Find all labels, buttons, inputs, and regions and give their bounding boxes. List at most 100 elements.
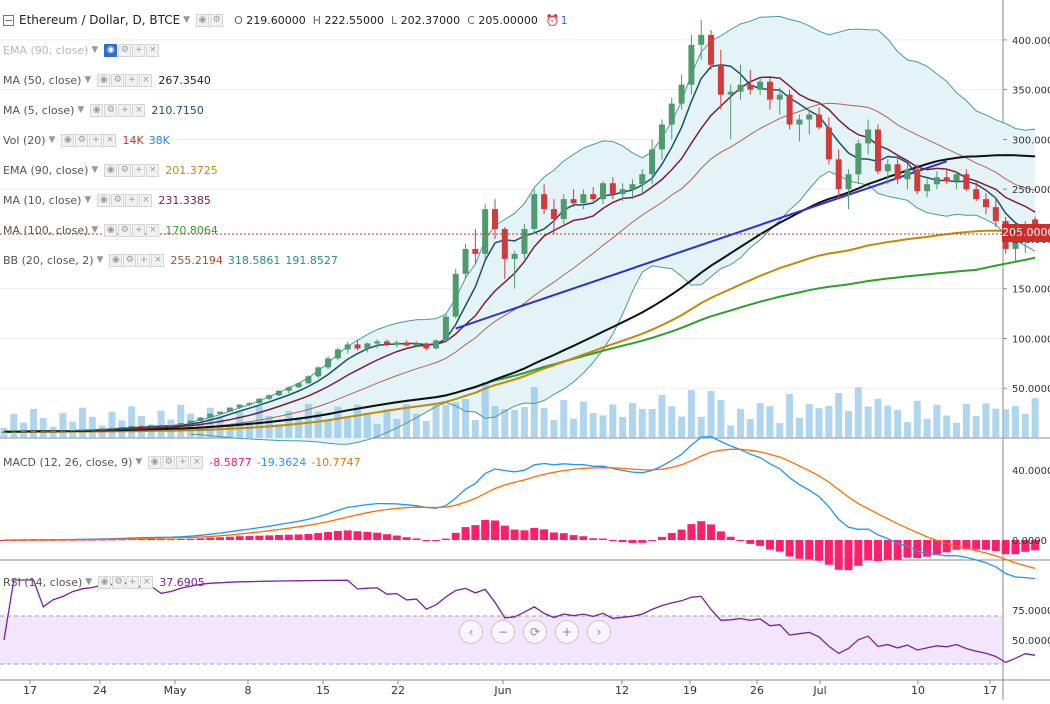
close-icon[interactable]: × [132, 103, 146, 117]
settings-icon[interactable]: ⚙ [112, 575, 126, 589]
chevron-down-icon[interactable]: ▼ [84, 75, 92, 85]
close-icon[interactable]: × [146, 163, 160, 177]
chevron-down-icon[interactable]: ▼ [135, 457, 143, 467]
indicator-toolbar[interactable]: ◉ ⚙ + × [104, 163, 160, 177]
chevron-right-icon[interactable]: › [587, 620, 611, 644]
add-icon[interactable]: + [125, 73, 139, 87]
indicator-toolbar[interactable]: ◉ ⚙ + × [61, 133, 117, 147]
chevron-down-icon[interactable]: ▼ [91, 165, 99, 175]
time-axis-label: 26 [750, 684, 764, 697]
volume-bar [609, 404, 617, 438]
eye-icon[interactable]: ◉ [148, 455, 162, 469]
candle-body [590, 194, 597, 200]
add-icon[interactable]: + [125, 193, 139, 207]
eye-icon[interactable]: ◉ [109, 253, 123, 267]
indicator-name[interactable]: MA (5, close) [3, 103, 75, 117]
settings-icon[interactable]: ⚙ [118, 43, 132, 57]
add-icon[interactable]: + [176, 455, 190, 469]
indicator-value: 201.3725 [165, 163, 218, 177]
close-icon[interactable]: × [190, 455, 204, 469]
add-icon[interactable]: + [126, 575, 140, 589]
chevron-down-icon[interactable]: ▼ [91, 45, 99, 55]
add-icon[interactable]: + [132, 223, 146, 237]
indicator-name[interactable]: MACD (12, 26, close, 9) [3, 455, 133, 469]
high-value: 222.55000 [324, 13, 385, 27]
add-icon[interactable]: + [118, 103, 132, 117]
minus-icon[interactable]: − [491, 620, 515, 644]
candle-body [236, 404, 243, 408]
settings-icon[interactable]: ⚙ [123, 253, 137, 267]
volume-bar [452, 402, 460, 438]
candle-body [197, 417, 204, 421]
indicator-toolbar[interactable]: ◉ ⚙ + × [148, 455, 204, 469]
symbol-title[interactable]: Ethereum / Dollar, D, BTCE [19, 13, 181, 27]
macd-histogram-bar [824, 540, 833, 565]
symbol-toolbar[interactable]: ◉ ⚙ [196, 13, 224, 27]
add-icon[interactable]: + [89, 133, 103, 147]
candle-body [167, 424, 174, 426]
indicator-name[interactable]: MA (50, close) [3, 73, 82, 87]
settings-icon[interactable]: ⚙ [75, 133, 89, 147]
add-icon[interactable]: + [137, 253, 151, 267]
indicator-toolbar[interactable]: ◉ ⚙ + × [104, 223, 160, 237]
time-axis-label: 24 [93, 684, 107, 697]
plus-icon[interactable]: + [555, 620, 579, 644]
eye-icon[interactable]: ◉ [104, 163, 118, 177]
candle-body [393, 342, 400, 345]
indicator-toolbar[interactable]: ◉ ⚙ + × [90, 103, 146, 117]
close-icon[interactable]: × [146, 223, 160, 237]
settings-icon[interactable]: ⚙ [111, 73, 125, 87]
eye-icon[interactable]: ◉ [61, 133, 75, 147]
collapse-icon[interactable] [3, 14, 14, 26]
eye-icon[interactable]: ◉ [98, 575, 112, 589]
settings-icon[interactable]: ⚙ [111, 193, 125, 207]
eye-icon[interactable]: ◉ [104, 223, 118, 237]
indicator-name[interactable]: RSI (14, close) [3, 575, 83, 589]
reset-icon[interactable]: ⟳ [523, 620, 547, 644]
chart-navigation: ‹ − ⟳ + › [459, 620, 619, 644]
chevron-down-icon[interactable]: ▼ [48, 135, 56, 145]
settings-icon[interactable]: ⚙ [118, 163, 132, 177]
settings-icon[interactable]: ⚙ [162, 455, 176, 469]
candle-body [629, 184, 636, 190]
indicator-name[interactable]: EMA (90, close) [3, 163, 89, 177]
close-icon[interactable]: × [139, 193, 153, 207]
chevron-down-icon[interactable]: ▼ [77, 105, 85, 115]
symbol-dropdown-icon[interactable]: ▼ [183, 15, 191, 25]
settings-icon[interactable]: ⚙ [210, 13, 224, 27]
indicator-toolbar[interactable]: ◉ ⚙ + × [97, 193, 153, 207]
close-icon[interactable]: × [146, 43, 160, 57]
chevron-down-icon[interactable]: ▼ [85, 577, 93, 587]
eye-icon[interactable]: ◉ [90, 103, 104, 117]
indicator-name[interactable]: MA (10, close) [3, 193, 82, 207]
add-icon[interactable]: + [132, 43, 146, 57]
indicator-name[interactable]: BB (20, close, 2) [3, 253, 94, 267]
indicator-name[interactable]: Vol (20) [3, 133, 46, 147]
close-icon[interactable]: × [140, 575, 154, 589]
chevron-down-icon[interactable]: ▼ [96, 255, 104, 265]
eye-icon[interactable]: ◉ [97, 193, 111, 207]
indicator-toolbar[interactable]: ◉ ⚙ + × [109, 253, 165, 267]
add-icon[interactable]: + [132, 163, 146, 177]
indicator-toolbar[interactable]: ◉ ⚙ + × [98, 575, 154, 589]
indicator-toolbar[interactable]: ◉ ⚙ + × [97, 73, 153, 87]
close-icon[interactable]: × [103, 133, 117, 147]
chevron-down-icon[interactable]: ▼ [84, 195, 92, 205]
indicator-toolbar[interactable]: ◉ ⚙ + × [104, 43, 160, 57]
candle-body [433, 340, 440, 349]
eye-icon[interactable]: ◉ [196, 13, 210, 27]
indicator-name[interactable]: EMA (90, close) [3, 43, 89, 57]
settings-icon[interactable]: ⚙ [104, 103, 118, 117]
eye-icon[interactable]: ◉ [97, 73, 111, 87]
candle-body [786, 94, 793, 125]
close-icon[interactable]: × [139, 73, 153, 87]
close-icon[interactable]: × [151, 253, 165, 267]
settings-icon[interactable]: ⚙ [118, 223, 132, 237]
alarm-clock-icon[interactable]: ⏰ [545, 13, 560, 27]
price-axis-label: 150.0000 [1012, 285, 1050, 296]
price-axis-label: 350.0000 [1012, 86, 1050, 97]
eye-icon[interactable]: ◉ [104, 43, 118, 57]
indicator-name[interactable]: MA (100, close) [3, 223, 89, 237]
chevron-left-icon[interactable]: ‹ [459, 620, 483, 644]
chevron-down-icon[interactable]: ▼ [91, 225, 99, 235]
